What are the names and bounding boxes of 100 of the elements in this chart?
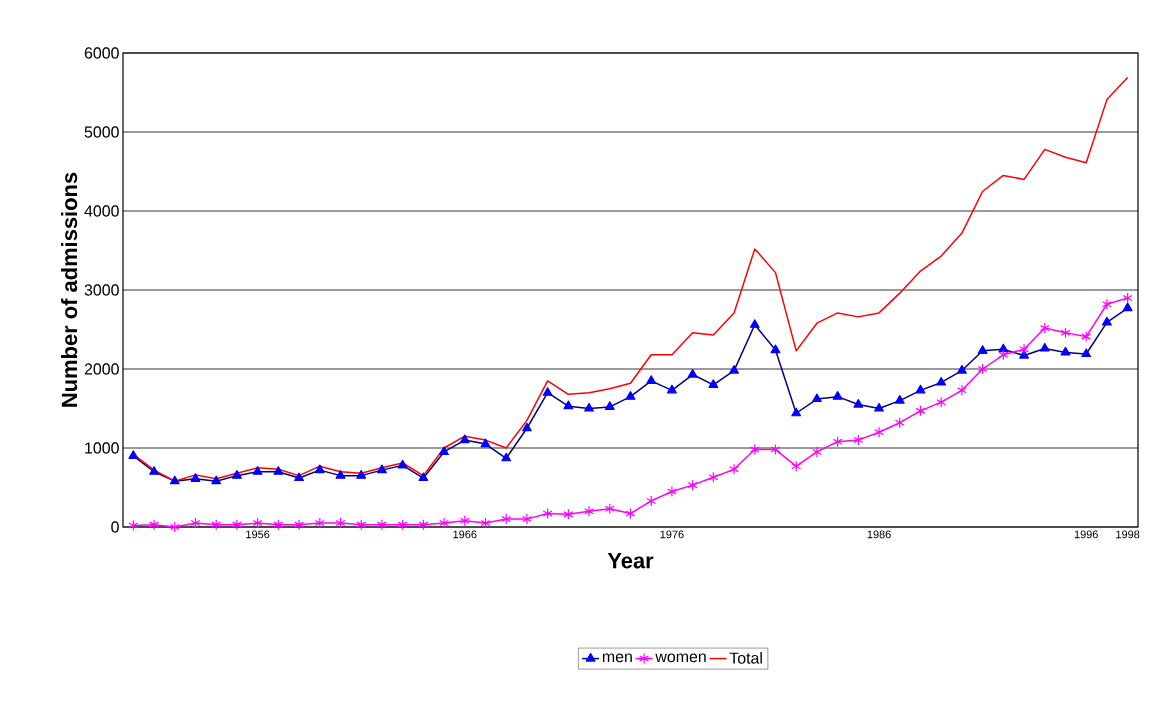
point [708, 379, 719, 388]
point [646, 375, 657, 384]
point [646, 495, 657, 507]
point [956, 364, 967, 374]
point [501, 513, 512, 525]
x-axis-title: Year [607, 553, 654, 569]
point [832, 436, 843, 448]
x-tick-label: 1966 [453, 530, 477, 539]
point [397, 459, 408, 469]
point [915, 405, 926, 417]
point [853, 398, 864, 408]
point [729, 364, 739, 374]
point [853, 434, 864, 446]
point [1122, 302, 1133, 312]
y-tick-label: 3000 [84, 284, 119, 296]
point [687, 368, 698, 378]
point [459, 434, 470, 444]
point [480, 517, 491, 529]
point [314, 517, 325, 529]
point [894, 395, 905, 404]
point [1060, 346, 1071, 356]
y-tick-label: 4000 [84, 205, 119, 217]
point [459, 515, 470, 527]
point [232, 470, 242, 479]
point [749, 443, 760, 456]
point [128, 450, 139, 459]
point [832, 391, 843, 400]
point [128, 519, 139, 532]
point [149, 519, 159, 531]
x-tick-label: 1986 [867, 530, 891, 539]
point [770, 344, 781, 354]
point [211, 519, 222, 531]
point [998, 349, 1009, 361]
point [377, 464, 387, 474]
point [542, 507, 553, 520]
point [811, 446, 822, 458]
point [604, 401, 615, 411]
x-tick-label: 1976 [660, 530, 684, 539]
point [625, 507, 636, 520]
point [894, 417, 905, 429]
point [211, 475, 222, 485]
point [335, 517, 346, 529]
legend-label: women [655, 653, 706, 663]
point [749, 319, 760, 328]
legend-label: Total [729, 652, 762, 664]
point [190, 517, 201, 529]
point [149, 466, 159, 475]
point [169, 475, 180, 485]
point [356, 519, 367, 531]
point [563, 400, 574, 410]
point [811, 393, 822, 403]
point [294, 472, 304, 482]
point [273, 466, 284, 475]
y-tick-label: 5000 [84, 126, 119, 138]
point [729, 463, 739, 475]
point [439, 446, 449, 456]
point [522, 422, 532, 432]
y-tick-label: 6000 [84, 47, 119, 59]
point [1101, 316, 1112, 326]
point [273, 519, 284, 531]
point [1039, 322, 1050, 334]
point [169, 521, 180, 533]
x-tick-label: 1956 [246, 530, 270, 539]
point [1039, 342, 1050, 352]
point [666, 485, 677, 498]
point [625, 391, 636, 400]
point [936, 396, 947, 408]
point [1019, 343, 1029, 355]
point [542, 387, 553, 396]
point [1122, 292, 1133, 304]
point [252, 466, 263, 475]
point [1101, 298, 1112, 310]
x-tick-label: 1998 [1116, 530, 1140, 539]
point [687, 479, 698, 491]
point [480, 438, 491, 448]
point [439, 517, 449, 529]
point [666, 384, 677, 394]
point [791, 460, 802, 472]
point [874, 402, 884, 412]
y-axis-title: Number of admissions [61, 172, 78, 407]
point [294, 519, 304, 531]
point [418, 519, 429, 531]
point [563, 508, 574, 520]
point [232, 519, 242, 531]
point [190, 473, 201, 482]
point [418, 472, 429, 482]
point [791, 407, 802, 417]
y-tick-label: 2000 [84, 363, 119, 375]
point [977, 363, 988, 375]
point [335, 470, 346, 479]
point [708, 471, 719, 483]
point [397, 519, 408, 531]
point [1081, 331, 1092, 343]
point [874, 426, 884, 438]
point [1081, 348, 1092, 358]
point [956, 384, 967, 396]
point [377, 519, 387, 531]
point [977, 345, 988, 354]
x-tick-label: 1996 [1074, 530, 1098, 539]
point [314, 464, 325, 474]
